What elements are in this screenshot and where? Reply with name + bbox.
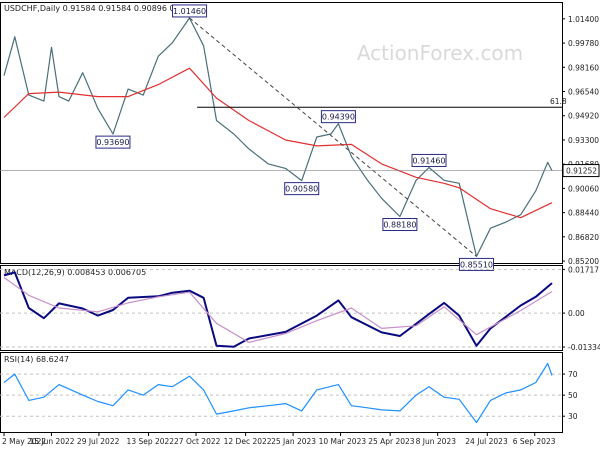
- price-layer: 1.01400 0.99780 0.98160 0.96540 0.94920 0.933…: [0, 4, 600, 271]
- x-tick-label: 13 Sep 2022: [127, 437, 175, 446]
- x-tick-label: 15 Jun 2022: [29, 437, 74, 446]
- y-tick-label: 0.90060: [568, 184, 599, 193]
- y-tick-label: 0.94920: [568, 112, 599, 121]
- x-tick-label: 2 May 2022: [2, 437, 46, 446]
- series-macd: [3, 271, 553, 348]
- series-price: [3, 17, 553, 257]
- rsi-header: RSI(14) 68.6247: [4, 355, 69, 364]
- annotation-box: [458, 257, 494, 271]
- y-tick-label: 50: [568, 391, 578, 400]
- annotation-box: [284, 182, 320, 196]
- macd-panel-frame: [0, 265, 563, 351]
- y-tick-label: 0.01717: [568, 265, 599, 274]
- annotation-label: 0.88180: [383, 221, 416, 230]
- price-header: USDCHF,Daily 0.91584 0.91584 0.90896 0.9…: [4, 4, 203, 13]
- series-signal: [3, 277, 553, 343]
- x-tick-label: 10 Mar 2023: [319, 437, 367, 446]
- last-price-box: [562, 164, 600, 178]
- y-tick-label: 0.98160: [568, 63, 599, 72]
- annotation-box: [95, 135, 131, 149]
- annotation-box: [411, 153, 447, 167]
- trend-line: [189, 17, 477, 257]
- macd-header: MACD(12,26,9) 0.008453 0.006705: [4, 268, 146, 277]
- macd-layer: 0.01717 0.00 -0.01334: [0, 265, 600, 352]
- fib-label: 61.8: [550, 97, 567, 106]
- y-tick-label: 30: [568, 412, 578, 421]
- rsi-panel-frame: [0, 352, 563, 433]
- annotation-box: [172, 4, 208, 18]
- y-tick-label: 70: [568, 370, 578, 379]
- y-tick-label: 0.99780: [568, 39, 599, 48]
- annotation-box: [382, 218, 418, 232]
- y-tick-label: 0.93300: [568, 136, 599, 145]
- rsi-layer: 70 50 30: [0, 362, 578, 424]
- last-price-label: 0.91252: [566, 167, 597, 176]
- annotation-label: 0.90580: [285, 185, 318, 194]
- annotation-label: 0.93690: [96, 138, 129, 147]
- y-tick-label: 0.86820: [568, 233, 599, 242]
- y-tick-label: 0.00: [568, 309, 585, 318]
- x-tick-label: 8 Jun 2023: [416, 437, 457, 446]
- x-tick-label: 12 Dec 2022: [224, 437, 272, 446]
- y-tick-label: -0.01334: [568, 343, 600, 352]
- y-tick-label: 0.85200: [568, 257, 599, 266]
- x-tick-label: 25 Jan 2023: [271, 437, 316, 446]
- annotation-label: 0.94390: [322, 113, 355, 122]
- series-ma: [3, 67, 553, 219]
- x-tick-label: 24 Jul 2023: [465, 437, 508, 446]
- watermark: ActionForex.com: [357, 41, 523, 65]
- annotation-label: 0.85510: [460, 260, 493, 269]
- price-panel-frame: [0, 2, 563, 264]
- annotation-label: 1.01460: [173, 7, 206, 16]
- series-rsi: [3, 362, 553, 424]
- x-tick-label: 6 Sep 2023: [513, 437, 556, 446]
- y-tick-label: 1.01400: [568, 15, 599, 24]
- annotation-box: [320, 110, 356, 124]
- x-tick-label: 27 Oct 2022: [174, 437, 221, 446]
- annotation-label: 0.91460: [412, 156, 445, 165]
- y-tick-label: 0.96540: [568, 88, 599, 97]
- x-tick-label: 29 Jul 2022: [77, 437, 120, 446]
- y-tick-label: 0.88440: [568, 209, 599, 218]
- x-tick-label: 25 Apr 2023: [368, 437, 415, 446]
